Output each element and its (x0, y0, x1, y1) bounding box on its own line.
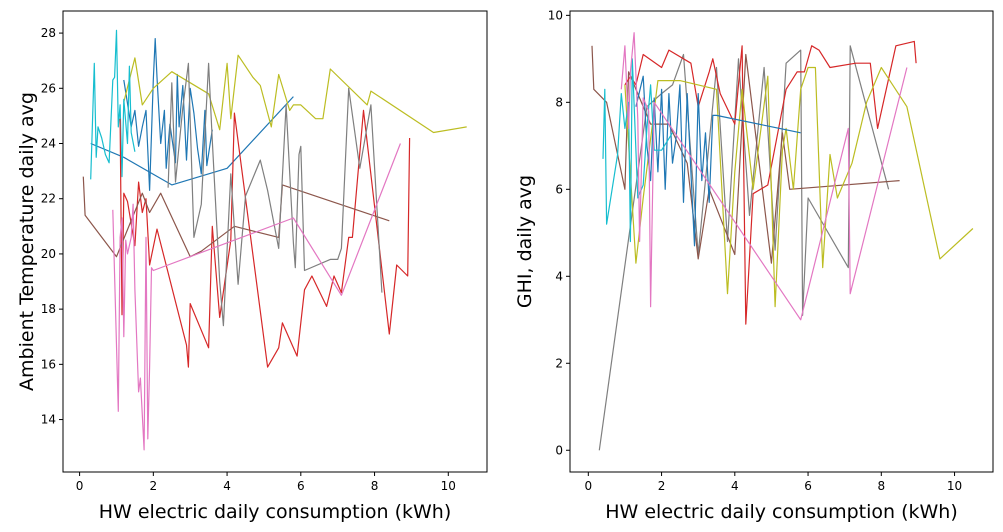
right-chart: 0 2 4 6 8 10 0 2 4 6 8 10 HW electric daily consump… (514, 8, 994, 523)
right-chart-plot-area (569, 10, 994, 473)
right-chart-x-axis-label: HW electric daily consumption (kWh) (605, 501, 958, 523)
right-chart-y-tick-label: 10 (548, 8, 563, 22)
left-chart-x-tick-label: 6 (297, 479, 305, 493)
right-chart-series-line-6 (620, 32, 908, 321)
left-chart-y-tick-label: 24 (41, 137, 56, 151)
right-chart-y-tick-label: 8 (555, 95, 563, 109)
right-chart-x-tick-label: 6 (804, 479, 812, 493)
right-chart-y-tick-label: 6 (555, 182, 563, 196)
right-chart-x-tick-label: 0 (584, 479, 592, 493)
left-chart-series-line-7 (112, 143, 401, 451)
left-chart-y-tick-label: 16 (41, 357, 56, 371)
left-chart-x-tick-label: 10 (441, 479, 456, 493)
left-chart-x-tick-label: 8 (371, 479, 379, 493)
right-chart-x-tick-label: 4 (731, 479, 739, 493)
right-chart-x-tick-label: 10 (947, 479, 962, 493)
right-chart-series-line-5 (602, 58, 674, 243)
right-chart-series-line-2 (624, 40, 917, 325)
left-chart-plot-area (62, 10, 488, 473)
right-chart-y-tick-label: 2 (555, 356, 563, 370)
left-chart-x-tick-label: 0 (76, 479, 84, 493)
left-chart-x-tick-label: 4 (223, 479, 231, 493)
right-chart-y-axis-label: GHI, daily avg (514, 175, 536, 308)
right-chart-series-lines (591, 32, 974, 451)
left-chart-series-line-3 (90, 29, 136, 180)
right-chart-axes: 0 2 4 6 8 10 0 2 4 6 8 10 (548, 8, 962, 493)
left-chart-x-tick-label: 2 (150, 479, 158, 493)
left-chart-series-line-0 (90, 96, 294, 186)
left-chart-series-line-1 (123, 37, 213, 191)
right-chart-series-line-3 (624, 66, 974, 308)
left-chart-y-tick-label: 26 (41, 81, 56, 95)
right-chart-y-tick-label: 0 (555, 443, 563, 457)
left-chart-y-tick-label: 22 (41, 192, 56, 206)
left-chart-series-line-6 (167, 62, 383, 327)
right-chart-series-line-0 (598, 45, 890, 451)
left-chart-y-axis-label: Ambient Temperature daily avg (16, 92, 38, 391)
left-chart-series-lines (82, 29, 467, 451)
left-chart-y-tick-label: 20 (41, 247, 56, 261)
right-chart-x-tick-label: 2 (658, 479, 666, 493)
right-chart-y-tick-label: 4 (555, 269, 563, 283)
left-chart-series-line-2 (123, 54, 467, 134)
right-chart-x-tick-label: 8 (877, 479, 885, 493)
left-chart-x-axis-label: HW electric daily consumption (kWh) (99, 501, 452, 523)
left-chart-y-tick-label: 28 (41, 26, 56, 40)
left-chart-y-tick-label: 18 (41, 302, 56, 316)
left-chart-y-tick-label: 14 (41, 413, 56, 427)
